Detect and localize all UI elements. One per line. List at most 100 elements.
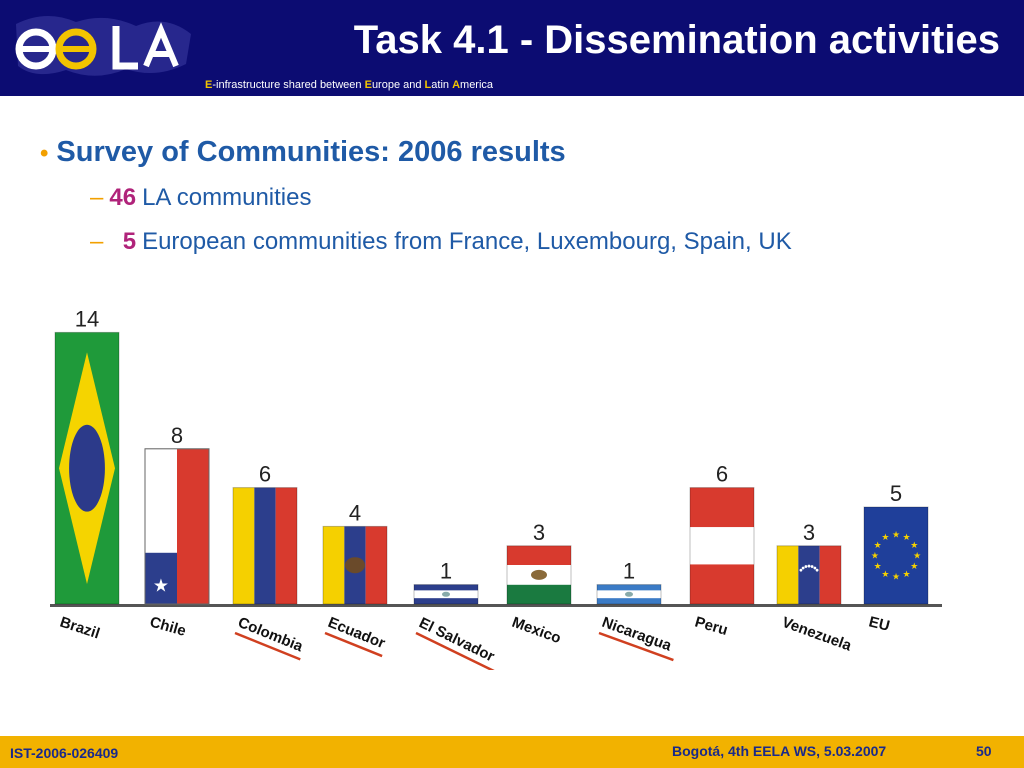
flag-emblem — [345, 557, 365, 574]
star-icon: ★ — [881, 532, 889, 542]
bar-outline — [232, 487, 298, 605]
category-label: Venezuela — [780, 614, 855, 655]
category-label: Colombia — [236, 614, 306, 656]
header-bar: Task 4.1 - Dissemination activities E-in… — [0, 0, 1024, 96]
star-icon — [807, 564, 811, 568]
bar-outline — [689, 487, 755, 605]
bar-value-label: 1 — [623, 559, 635, 584]
bar-value-label: 4 — [349, 500, 361, 525]
subtitle-part: urope and — [371, 79, 425, 91]
flag-border — [144, 448, 210, 605]
star-icon: ★ — [874, 561, 882, 571]
bar-value-label: 3 — [533, 520, 545, 545]
bar-value-label: 6 — [259, 462, 271, 487]
flag-stripe — [414, 584, 478, 591]
flag-stripe — [690, 527, 754, 565]
heading-text: Survey of Communities: 2006 results — [56, 136, 566, 168]
footer-project-id: IST-2006-026409 — [10, 745, 119, 761]
subtitle-part: L — [424, 79, 432, 91]
star-icon — [813, 566, 817, 570]
category-label: Peru — [693, 614, 730, 640]
eu-count: 5 — [122, 228, 137, 255]
flag-emblem — [625, 591, 633, 597]
star-icon — [801, 566, 805, 570]
flag-stripe — [690, 564, 754, 604]
footer-bar: IST-2006-026409 Bogotá, 4th EELA WS, 5.0… — [0, 736, 1024, 768]
bullet-heading: • Survey of Communities: 2006 results — [40, 136, 566, 169]
flag-stripe — [233, 487, 255, 604]
flag-stripe — [254, 487, 276, 604]
star-icon: ★ — [892, 572, 900, 582]
flag-stripe — [690, 487, 754, 528]
bar-brazil — [54, 331, 120, 605]
subtitle-part: atin — [431, 79, 453, 91]
bar-outline — [54, 331, 120, 605]
page-number: 50 — [976, 743, 992, 759]
flag-globe — [69, 424, 105, 512]
subtitle-part: -infrastructure shared between — [212, 79, 365, 91]
bar-outline — [413, 584, 479, 605]
flag-stripe — [414, 598, 478, 604]
bar-value-label: 3 — [803, 520, 815, 545]
bar-colombia — [232, 487, 298, 605]
star-icon: ★ — [871, 551, 879, 561]
bar-ecuador — [322, 525, 388, 605]
underline-mark — [234, 631, 301, 661]
flag-stripe — [177, 448, 209, 604]
bar-chile: ★ — [144, 448, 210, 605]
star-icon: ★ — [874, 540, 882, 550]
subtitle-part: E — [205, 79, 213, 91]
flag-stripe — [275, 487, 297, 604]
subtitle-part: A — [452, 79, 461, 91]
flag-emblem — [531, 569, 547, 580]
flag-stripe — [507, 584, 571, 604]
flag-stripe — [597, 598, 661, 604]
bar-venezuela — [776, 545, 842, 605]
la-count: 46 — [109, 184, 137, 211]
flag-stripe — [365, 526, 387, 604]
eu-text: European communities from France, Luxemb… — [142, 228, 792, 255]
bar-value-label: 6 — [716, 462, 728, 487]
bar-nicaragua — [596, 584, 662, 605]
star-icon — [810, 565, 814, 568]
flag-field — [864, 507, 928, 604]
bar-el-salvador — [413, 584, 479, 605]
flag-stripe — [323, 526, 345, 604]
bar-outline — [322, 525, 388, 605]
star-icon — [804, 565, 808, 568]
subtitle-part: merica — [460, 79, 494, 91]
star-icon: ★ — [881, 569, 889, 579]
star-icon: ★ — [903, 569, 911, 579]
star-icon — [799, 568, 803, 572]
bar-peru — [689, 487, 755, 605]
star-icon: ★ — [892, 529, 900, 539]
flag-stripe — [507, 545, 571, 566]
star-icon: ★ — [910, 561, 918, 571]
dash-icon: – — [90, 228, 104, 255]
bar-value-label: 5 — [890, 481, 902, 506]
header-subtitle: E-infrastructure shared between Europe a… — [205, 79, 493, 91]
category-label: Brazil — [58, 614, 102, 643]
dash-icon: – — [90, 184, 104, 211]
page-title: Task 4.1 - Dissemination activities — [353, 18, 1000, 62]
flag-canton — [145, 552, 177, 604]
flag-emblem — [442, 591, 450, 597]
bar-outline — [144, 448, 210, 605]
eela-logo — [15, 15, 191, 76]
underline-mark — [415, 631, 495, 670]
star-icon: ★ — [910, 540, 918, 550]
la-text: LA communities — [142, 184, 312, 211]
flag-stripe — [798, 545, 820, 604]
bar-outline — [506, 545, 572, 605]
bar-outline — [596, 584, 662, 605]
bar-value-label: 1 — [440, 559, 452, 584]
star-icon: ★ — [153, 576, 169, 596]
bar-mexico — [506, 545, 572, 605]
underline-mark — [324, 631, 383, 658]
bar-value-label: 8 — [171, 423, 183, 448]
flag-stripe — [597, 584, 661, 591]
subtitle-part: E — [364, 79, 372, 91]
category-label: Nicaragua — [600, 614, 675, 655]
sub-bullet-la: –46 LA communities — [90, 184, 311, 212]
